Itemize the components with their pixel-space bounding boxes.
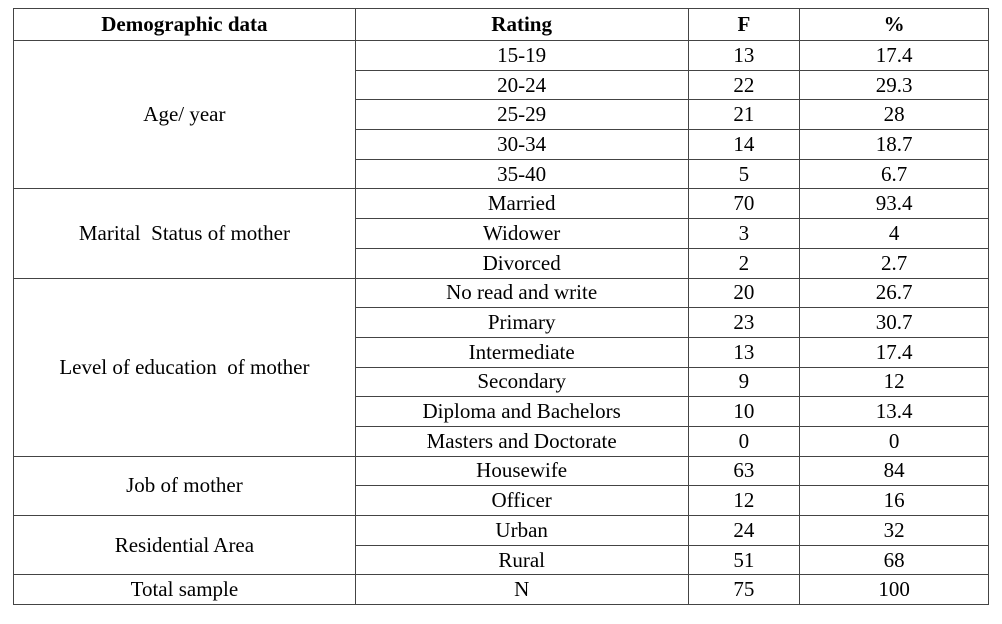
percent-cell: 68 (799, 544, 989, 576)
table-row: 25-29 21 28 (14, 99, 989, 131)
table-row: Primary 23 30.7 (14, 307, 989, 338)
percent-cell: 30.7 (799, 307, 989, 338)
header-cell: Rating (354, 8, 689, 41)
rating-cell: 20-24 (354, 69, 689, 101)
percent-cell: 26.7 (799, 277, 989, 309)
rating-cell: Urban (354, 515, 689, 546)
frequency-cell: 10 (687, 396, 801, 427)
rating-cell: Diploma and Bachelors (354, 396, 689, 427)
group-label: Level of education of mother (13, 277, 356, 457)
table-row: Job of mother Housewife 63 84 (13, 455, 989, 517)
table-header: Demographic data Rating F% (13, 8, 989, 41)
percent-cell: 12 (799, 366, 989, 398)
table-row: Widower 3 4 (14, 218, 989, 249)
percent-cell: 17.4 (799, 40, 989, 71)
rating-cell: 35-40 (354, 158, 689, 190)
rating-cell: Intermediate (354, 336, 689, 368)
percent-cell: 4 (799, 218, 989, 249)
rating-cell: Housewife (354, 455, 689, 487)
header-cell: % (799, 8, 989, 41)
frequency-cell: 3 (687, 218, 801, 249)
frequency-cell: 12 (687, 485, 801, 516)
header-row: Demographic data Rating F% (13, 8, 989, 41)
frequency-cell: 51 (687, 544, 801, 576)
table-body: Age/ year 15-19 13 17.4 20-24 22 29.3 25-29 21 28… (13, 39, 989, 606)
table-row: Marital Status of mother Married 70 93.4 (13, 188, 989, 279)
frequency-cell: 20 (687, 277, 801, 309)
frequency-cell: 13 (687, 40, 801, 71)
frequency-cell: 14 (687, 129, 801, 160)
percent-cell: 28 (799, 99, 989, 131)
percent-cell: 18.7 (799, 129, 989, 160)
percent-cell: 2.7 (799, 247, 989, 279)
frequency-cell: 70 (687, 188, 801, 220)
frequency-cell: 63 (687, 455, 801, 487)
rating-cell: No read and write (354, 277, 689, 309)
rating-cell: Divorced (354, 247, 689, 279)
total-cell: 75 (687, 574, 801, 606)
percent-cell: 13.4 (799, 396, 989, 427)
header-cell: Demographic data (13, 8, 356, 41)
total-row: Total sample N 75 100 (13, 574, 989, 606)
group-label: Job of mother (13, 455, 356, 517)
frequency-cell: 0 (687, 425, 801, 457)
table-row: Rural 51 68 (14, 544, 989, 576)
table-row: Divorced 2 2.7 (14, 247, 989, 279)
rating-cell: Primary (354, 307, 689, 338)
frequency-cell: 24 (687, 515, 801, 546)
table-row: Age/ year 15-19 13 17.4 (13, 39, 989, 190)
percent-cell: 93.4 (799, 188, 989, 220)
table-row: Residential Area Urban 24 32 (13, 514, 989, 576)
table-row: Officer 12 16 (14, 485, 989, 516)
frequency-cell: 13 (687, 336, 801, 368)
rating-cell: Married (354, 188, 689, 220)
table-row: Level of education of mother No read and … (13, 277, 989, 457)
percent-cell: 84 (799, 455, 989, 487)
rating-cell: Officer (354, 485, 689, 516)
total-cell: N (354, 574, 689, 606)
rating-cell: Masters and Doctorate (354, 425, 689, 457)
frequency-cell: 2 (687, 247, 801, 279)
rating-cell: 15-19 (354, 40, 689, 71)
total-cell: Total sample (13, 574, 356, 606)
frequency-cell: 21 (687, 99, 801, 131)
table-row: Secondary 9 12 (14, 366, 989, 398)
rating-cell: 30-34 (354, 129, 689, 160)
table-row: 30-34 14 18.7 (14, 129, 989, 160)
group-label: Age/ year (13, 39, 356, 190)
percent-cell: 29.3 (799, 69, 989, 101)
rating-cell: Secondary (354, 366, 689, 398)
frequency-cell: 5 (687, 158, 801, 190)
percent-cell: 0 (799, 425, 989, 457)
frequency-cell: 22 (687, 69, 801, 101)
rating-cell: Widower (354, 218, 689, 249)
percent-cell: 6.7 (799, 158, 989, 190)
total-cell: 100 (799, 574, 989, 606)
rating-cell: 25-29 (354, 99, 689, 131)
frequency-cell: 23 (687, 307, 801, 338)
table-row: 35-40 5 6.7 (14, 158, 989, 190)
percent-cell: 17.4 (799, 336, 989, 368)
percent-cell: 16 (799, 485, 989, 516)
table-row: Intermediate 13 17.4 (14, 336, 989, 368)
table-row: 20-24 22 29.3 (14, 69, 989, 101)
demographic-table: Demographic data Rating F% Age/ year 15-19 1… (13, 8, 989, 606)
percent-cell: 32 (799, 515, 989, 546)
table-row: Diploma and Bachelors 10 13.4 (14, 396, 989, 427)
rating-cell: Rural (354, 544, 689, 576)
header-cell: F (687, 8, 801, 41)
group-label: Marital Status of mother (13, 188, 356, 279)
group-label: Residential Area (13, 514, 356, 576)
frequency-cell: 9 (687, 366, 801, 398)
